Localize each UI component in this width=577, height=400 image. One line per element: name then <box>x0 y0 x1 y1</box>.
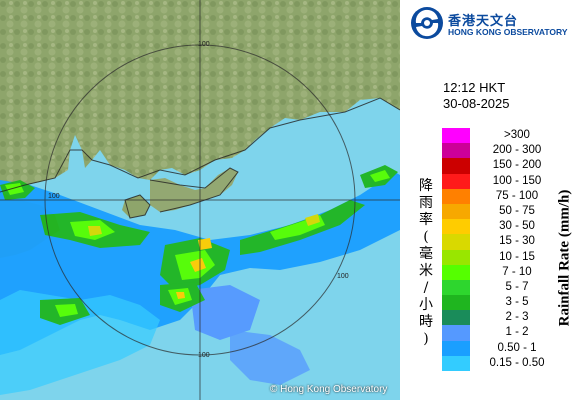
hko-logo-icon <box>411 7 443 39</box>
legend-swatches <box>442 128 470 371</box>
legend-title-char: 時 <box>419 314 433 330</box>
legend-label: 15 - 30 <box>499 235 535 248</box>
legend-swatch <box>442 234 470 250</box>
legend-title-english: Rainfall Rate (mm/h) <box>556 189 573 327</box>
legend-swatch <box>442 158 470 174</box>
radar-map-svg: 100 100 100 100 <box>0 0 400 400</box>
logo-chinese-name: 香港天文台 <box>448 14 519 29</box>
legend-swatch <box>442 279 470 296</box>
legend-swatch <box>442 203 470 220</box>
range-label-south: 100 <box>198 352 210 359</box>
legend-label: 0.15 - 0.50 <box>489 356 545 369</box>
legend-title-char: 毫 <box>419 246 433 262</box>
date-value: 30-08-2025 <box>443 96 510 111</box>
range-label-east: 100 <box>337 273 349 280</box>
legend-label: 30 - 50 <box>499 220 535 233</box>
legend-label: 150 - 200 <box>492 159 542 172</box>
legend-title-char: / <box>423 280 429 296</box>
legend-title-char: 降 <box>419 178 433 194</box>
island-land <box>122 195 150 218</box>
legend-label: 1 - 2 <box>505 326 529 339</box>
legend-label: 7 - 10 <box>502 265 532 278</box>
legend-swatch <box>442 249 470 265</box>
legend-label: 10 - 15 <box>499 250 535 263</box>
range-label-west: 100 <box>48 193 60 200</box>
legend-label: 75 - 100 <box>495 189 539 202</box>
legend-swatch <box>442 219 470 235</box>
legend-label: 100 - 150 <box>492 174 542 187</box>
legend-label: 200 - 300 <box>492 144 542 157</box>
legend-title-char: 小 <box>419 297 433 313</box>
legend-swatch <box>442 340 470 356</box>
legend-swatch <box>442 128 470 144</box>
coastline <box>0 97 400 219</box>
timestamp: 12:12 HKT 30-08-2025 <box>443 80 510 112</box>
legend-swatch <box>442 325 470 341</box>
logo-english-name: HONG KONG OBSERVATORY <box>448 27 568 37</box>
legend-swatch <box>442 143 470 159</box>
legend-title-char: 米 <box>419 263 433 279</box>
legend-title-char: ) <box>423 331 429 347</box>
copyright-text: © Hong Kong Observatory <box>270 384 388 395</box>
legend-title-char: 率 <box>419 212 433 228</box>
legend-title-chinese: 降雨率(毫米 / 小時) <box>416 178 436 348</box>
range-rings <box>0 0 400 400</box>
info-panel: 香港天文台 HONG KONG OBSERVATORY 12:12 HKT 30… <box>400 0 577 400</box>
legend-title-char: ( <box>423 229 429 245</box>
legend-labels: >300 200 - 300 150 - 200 100 - 150 75 - 100 5… <box>482 128 552 371</box>
legend-label: 50 - 75 <box>499 204 535 217</box>
legend-label: 5 - 7 <box>505 280 529 293</box>
time-hkt: 12:12 HKT <box>443 80 506 95</box>
legend-label: >300 <box>504 129 530 141</box>
legend-swatch <box>442 355 470 371</box>
legend-swatch <box>442 310 470 326</box>
range-label-north: 100 <box>198 41 210 48</box>
legend-swatch <box>442 264 470 280</box>
radar-map[interactable]: 100 100 100 100 © Hong Kong Observatory <box>0 0 400 400</box>
legend-label: 3 - 5 <box>505 296 529 309</box>
hko-logo[interactable]: 香港天文台 HONG KONG OBSERVATORY <box>410 6 575 40</box>
legend-swatch <box>442 173 470 189</box>
legend-label: 0.50 - 1 <box>497 341 537 354</box>
legend-label: 2 - 3 <box>505 311 529 324</box>
legend-swatch <box>442 295 470 311</box>
legend-title-char: 雨 <box>419 195 433 211</box>
legend-swatch <box>442 188 470 204</box>
